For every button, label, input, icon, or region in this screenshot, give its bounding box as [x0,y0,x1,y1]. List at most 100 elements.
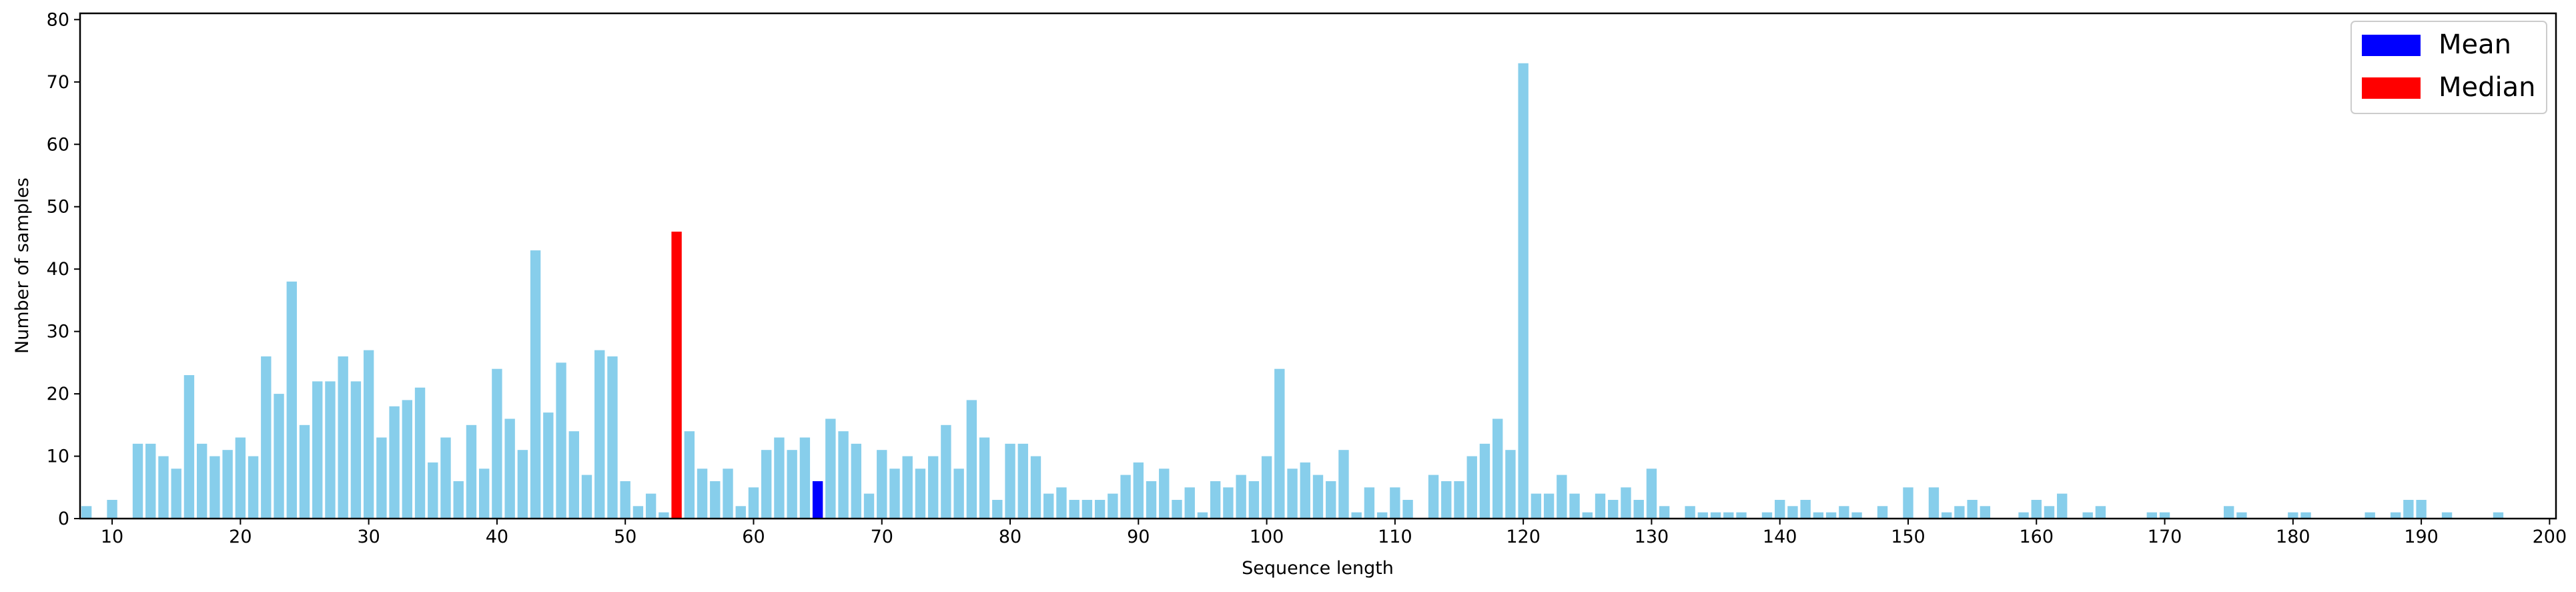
y-tick-label-40: 40 [47,259,69,280]
bar-91 [1146,481,1157,519]
y-tick-label-10: 10 [47,447,69,467]
bar-150 [1903,487,1913,519]
bar-23 [274,394,284,519]
bar-65 [812,481,823,519]
bar-169 [2146,512,2158,519]
bar-176 [2236,512,2247,519]
bar-17 [196,443,207,519]
bar-51 [632,506,644,519]
bar-155 [1967,499,1978,519]
y-tick-label-0: 0 [58,509,69,529]
bar-61 [761,450,772,519]
bar-96 [1210,481,1221,519]
bar-44 [543,412,554,519]
bar-89 [1120,475,1131,519]
bar-54 [671,232,682,519]
x-tick-label-80: 80 [999,527,1021,547]
bar-41 [504,418,515,519]
x-tick-label-200: 200 [2533,527,2567,547]
bar-86 [1082,499,1093,519]
bar-130 [1646,469,1657,519]
bar-170 [2159,512,2170,519]
y-tick-label-50: 50 [47,197,69,218]
bar-137 [1736,512,1747,519]
bar-28 [338,356,348,519]
bar-186 [2365,512,2375,519]
bar-127 [1608,499,1619,519]
bar-156 [1980,506,1991,519]
bar-18 [209,456,220,519]
bar-45 [556,362,566,519]
x-axis: 10 20 30 40 50 60 70 80 90 100 110 120 130 140 150 160 1… [101,519,2567,547]
bar-48 [594,350,605,519]
bar-16 [183,375,195,519]
x-tick-label-40: 40 [486,527,508,547]
x-tick-label-110: 110 [1378,527,1412,547]
bar-161 [2044,506,2055,519]
x-tick-label-170: 170 [2148,527,2182,547]
bars [81,63,2504,519]
bar-81 [1017,443,1028,519]
bar-38 [466,424,477,519]
bar-104 [1312,475,1324,519]
bar-67 [838,431,849,519]
bar-94 [1184,487,1195,519]
bar-39 [478,469,490,519]
bar-12 [132,443,143,519]
bar-142 [1800,499,1811,519]
bar-10 [107,499,117,519]
bar-103 [1300,462,1310,519]
bar-192 [2441,512,2453,519]
bar-58 [723,469,733,519]
bar-88 [1108,493,1118,519]
bar-115 [1454,481,1464,519]
y-tick-label-20: 20 [47,384,69,404]
y-tick-label-80: 80 [47,9,69,30]
x-tick-label-160: 160 [2019,527,2054,547]
x-tick-label-190: 190 [2404,527,2439,547]
bar-33 [402,400,412,519]
x-tick-label-30: 30 [357,527,380,547]
bar-105 [1326,481,1336,519]
bar-113 [1428,475,1439,519]
bar-141 [1787,506,1798,519]
bar-129 [1633,499,1644,519]
bar-126 [1595,493,1606,519]
bar-117 [1479,443,1490,519]
bar-120 [1518,63,1529,519]
x-tick-label-100: 100 [1250,527,1284,547]
bar-188 [2390,512,2401,519]
bar-160 [2031,499,2042,519]
bar-56 [697,469,708,519]
legend: Mean Median [2350,21,2547,114]
bar-165 [2095,506,2106,519]
bar-21 [248,456,259,519]
x-tick-label-60: 60 [742,527,765,547]
bar-145 [1839,506,1849,519]
bar-162 [2057,493,2068,519]
legend-label-mean: Mean [2439,29,2511,60]
bar-134 [1697,512,1709,519]
bar-108 [1364,487,1375,519]
bar-50 [620,481,630,519]
bar-139 [1761,512,1773,519]
bar-136 [1723,512,1734,519]
x-tick-label-20: 20 [229,527,252,547]
bar-68 [851,443,861,519]
bar-190 [2416,499,2427,519]
plot-frame [79,12,2557,520]
bar-153 [1941,512,1952,519]
x-tick-label-90: 90 [1127,527,1150,547]
bar-144 [1825,512,1837,519]
bar-20 [235,437,246,519]
legend-swatch-mean [2362,35,2421,56]
bar-70 [877,450,887,519]
bar-180 [2288,512,2298,519]
x-tick-label-130: 130 [1635,527,1669,547]
bar-63 [787,450,797,519]
bar-75 [941,424,951,519]
bar-93 [1172,499,1182,519]
legend-swatch-median [2362,77,2421,99]
bar-102 [1287,469,1298,519]
